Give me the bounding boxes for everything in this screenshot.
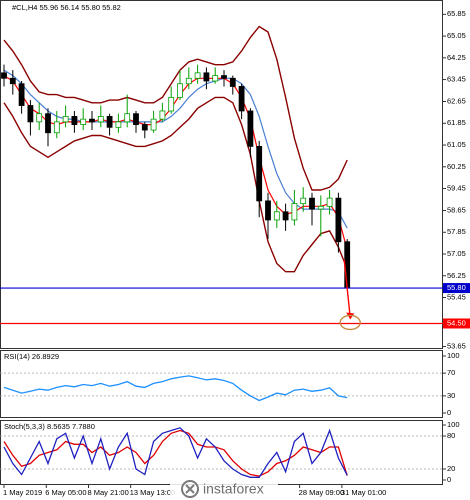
candle-body: [89, 118, 95, 123]
y-tick-label: 70: [447, 368, 455, 377]
candle-body: [335, 197, 342, 243]
candle-body: [9, 77, 16, 85]
candle-body: [27, 105, 34, 123]
y-tick-label: 30: [447, 391, 455, 400]
price-label-box: [443, 318, 470, 329]
candle-body: [97, 116, 104, 123]
chart-title: #CL,H4 55.96 56.14 55.80 55.82: [12, 3, 121, 12]
y-tick-label: 0: [447, 475, 451, 484]
x-tick-label: 6 May 05:00: [45, 488, 86, 497]
y-tick-label: 63.45: [447, 75, 466, 84]
y-tick-label: 59.45: [447, 184, 466, 193]
candle-body: [265, 200, 271, 221]
candle-body: [291, 203, 298, 221]
price-label: 54.50: [447, 318, 466, 327]
indicator-line: [3, 375, 348, 402]
candle-body: [282, 211, 289, 221]
stoch-title: Stoch(5,3,3) 8.5635 7.7880: [4, 422, 95, 431]
ma-line: [3, 75, 348, 251]
price-label: 55.80: [447, 283, 466, 292]
candle-body: [168, 96, 175, 112]
forecast-arrow: [343, 259, 351, 318]
main-panel: [0, 0, 443, 349]
candle-body: [1, 72, 7, 79]
candle-body: [71, 116, 78, 125]
band-line: [3, 96, 348, 273]
y-tick-label: 56.25: [447, 271, 466, 280]
y-tick-label: 65.05: [447, 31, 466, 40]
candle-body: [18, 83, 25, 106]
candle-body: [238, 86, 245, 112]
x-tick-label: 31 May 01:00: [341, 488, 386, 497]
candle-body: [159, 110, 166, 120]
candle-body: [256, 145, 263, 202]
candle-body: [212, 75, 219, 82]
price-label-box: [443, 283, 470, 294]
x-tick-label: 28 May 09:00: [299, 488, 344, 497]
y-tick-label: 55.45: [447, 293, 466, 302]
y-tick-label: 0: [447, 408, 451, 417]
candle-body: [203, 72, 210, 82]
candle-body: [62, 116, 69, 123]
y-tick-label: 65.85: [447, 9, 466, 18]
y-tick-label: 64.25: [447, 53, 466, 62]
candle-body: [247, 110, 254, 147]
candle-body: [53, 121, 60, 134]
candle-body: [194, 72, 201, 79]
candle-body: [124, 113, 131, 123]
y-tick-label: 20: [447, 464, 455, 473]
candle-body: [221, 75, 227, 79]
candle-body: [106, 116, 113, 128]
ma-line: [3, 69, 348, 229]
y-tick-label: 100: [447, 351, 460, 360]
y-tick-label: 62.65: [447, 96, 466, 105]
y-tick-label: 61.05: [447, 140, 466, 149]
x-tick-label: 13 May 13:00: [130, 488, 175, 497]
marks: 65.85 65.05 64.25 63.45 62.65 61.85 61.05 60.25…: [0, 9, 470, 497]
candle-body: [229, 77, 236, 87]
candle-body: [150, 118, 157, 131]
x-tick-label: 8 May 21:00: [87, 488, 128, 497]
logo-mark: [185, 484, 195, 494]
logo-ring: [181, 480, 199, 498]
candle-body: [133, 113, 139, 125]
candle-body: [300, 197, 307, 205]
y-tick-label: 57.05: [447, 249, 466, 258]
rsi-panel: [0, 350, 443, 418]
y-tick-label: 100: [447, 420, 460, 429]
watermark-logo: [170, 478, 278, 500]
candle-body: [45, 113, 51, 134]
candle-body: [344, 241, 351, 288]
candle-body: [141, 124, 148, 131]
candle-body: [115, 121, 122, 128]
y-tick-label: 58.65: [447, 205, 466, 214]
candle-body: [80, 118, 87, 125]
candle-body: [326, 197, 333, 207]
band-line: [3, 25, 348, 191]
candle-body: [273, 211, 280, 221]
candle-body: [36, 113, 43, 123]
y-tick-label: 60.25: [447, 162, 466, 171]
target-ring: [339, 314, 361, 331]
y-tick-label: 53.65: [447, 342, 466, 351]
watermark: instaforex: [203, 481, 264, 497]
candle-body: [309, 197, 315, 210]
y-tick-label: 57.85: [447, 227, 466, 236]
indicator-line: [3, 427, 348, 478]
rsi-title: RSI(14) 26.8929: [4, 352, 59, 361]
candle-body: [177, 83, 183, 98]
y-tick-label: 80: [447, 431, 455, 440]
candle-body: [185, 77, 192, 85]
candle-body: [317, 205, 324, 210]
x-tick-label: 1 May 2019: [3, 488, 42, 497]
y-tick-label: 61.85: [447, 118, 466, 127]
